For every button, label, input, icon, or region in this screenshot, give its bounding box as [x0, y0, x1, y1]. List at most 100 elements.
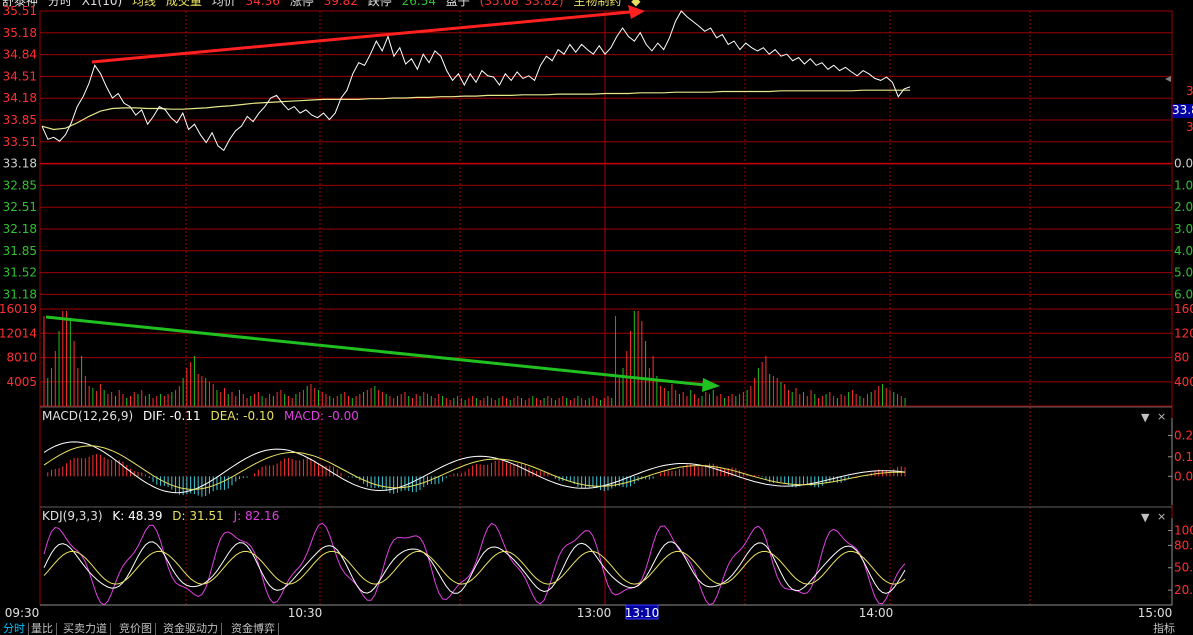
tab-zijinboyi[interactable]: 资金博弈	[228, 623, 279, 635]
price-tick-label: 34.18	[3, 91, 37, 105]
avg-value: 34.36	[245, 0, 280, 8]
pan-label: 盘子	[445, 0, 470, 8]
macd-tick-label: 0.00	[1174, 469, 1193, 483]
chart-mode: 分时	[47, 0, 72, 8]
volume-right-label: 400	[1174, 375, 1193, 389]
kdj-d-line	[43, 550, 906, 585]
limit-up-value: 39.82	[323, 0, 358, 8]
pct-tick-label: 4.01	[1174, 244, 1193, 258]
green-arrow-head	[702, 378, 720, 392]
pan-value2: 33.82)	[524, 0, 564, 8]
time-cursor-box	[625, 604, 659, 620]
tab-jingjia[interactable]: 竞价图	[116, 623, 156, 635]
x-tick-label: 10:30	[288, 606, 323, 620]
right-price-label: 3	[1186, 120, 1193, 134]
x-tick-label: 13:00	[577, 606, 612, 620]
pan-value: (35.08	[479, 0, 519, 8]
limit-down-label: 跌停	[367, 0, 392, 8]
x-tick-label: 15:00	[1138, 606, 1173, 620]
right-price-label: 33.8	[1172, 103, 1193, 117]
price-line	[41, 10, 911, 152]
scale-label: X1(10)	[81, 0, 123, 8]
volume-right-label: 160	[1174, 302, 1193, 316]
indicator-button[interactable]: 指标	[1153, 622, 1175, 635]
price-tick-label: 33.85	[3, 113, 37, 127]
volume-tick-label: 4005	[6, 375, 37, 389]
macd-value: MACD: -0.00	[284, 409, 359, 423]
kdj-k: K: 48.39	[112, 509, 163, 523]
macd-dea-line	[43, 445, 906, 490]
green-trend-arrow	[45, 315, 706, 387]
price-tick-label: 35.18	[3, 26, 37, 40]
kdj-j-line	[43, 522, 906, 606]
kdj-j: J: 82.16	[233, 509, 280, 523]
macd-dea: DEA: -0.10	[210, 409, 275, 423]
x-tick-label: 09:30	[5, 606, 40, 620]
macd-dif: DIF: -0.11	[142, 409, 201, 423]
price-tick-label: 31.85	[3, 244, 37, 258]
tab-zijinqudong[interactable]: 资金驱动力	[160, 623, 222, 635]
price-tick-label: 32.18	[3, 222, 37, 236]
right-price-label: 3	[1186, 84, 1193, 98]
flag-icon[interactable]: ◆	[631, 0, 641, 8]
pct-tick-label: 5.02	[1174, 266, 1193, 280]
kdj-title: KDJ(9,3,3)	[42, 509, 103, 523]
kdj-tick-label: 50.0	[1174, 561, 1193, 575]
avg-price-line	[41, 89, 910, 131]
price-tick-label: 33.18	[3, 157, 37, 171]
price-marker-icon	[1165, 76, 1171, 82]
x-tick-label: 13:10	[625, 606, 660, 620]
tab-liangbi[interactable]: 量比	[28, 623, 57, 635]
limit-down-value: 26.54	[401, 0, 436, 8]
macd-tick-label: 0.23	[1174, 428, 1193, 442]
kdj-legend: KDJ(9,3,3) K: 48.39 D: 31.51 J: 82.16	[42, 509, 285, 523]
kdj-tick-label: 20.0	[1174, 583, 1193, 597]
price-tick-label: 32.85	[3, 178, 37, 192]
volume-right-label: 80	[1174, 351, 1189, 365]
macd-dif-line	[43, 441, 906, 494]
pct-tick-label: 3.01	[1174, 222, 1193, 236]
red-trend-arrow	[91, 10, 631, 64]
macd-legend: MACD(12,26,9) DIF: -0.11 DEA: -0.10 MACD…	[42, 409, 365, 423]
close-icon[interactable]: ×	[1157, 510, 1167, 523]
price-tick-label: 35.51	[3, 4, 37, 18]
price-tick-label: 31.52	[3, 266, 37, 280]
pct-tick-label: 2.01	[1174, 200, 1193, 214]
macd-title: MACD(12,26,9)	[42, 409, 134, 423]
volume-right-label: 120	[1174, 326, 1193, 340]
price-tick-label: 32.51	[3, 200, 37, 214]
price-tick-label: 34.51	[3, 69, 37, 83]
bottom-tab-bar: 分时 量比 买卖力道 竞价图 资金驱动力 资金博弈 指标	[0, 623, 1193, 635]
ma-label: 均线	[132, 0, 157, 8]
close-icon[interactable]: ×	[1157, 410, 1167, 423]
vol-label: 成交量	[165, 0, 202, 8]
sector-label[interactable]: 生物制药	[573, 0, 622, 8]
volume-tick-label: 8010	[6, 351, 37, 365]
avg-label: 均价	[211, 0, 236, 8]
pct-tick-label: 0.00	[1174, 157, 1193, 171]
limit-up-label: 涨停	[289, 0, 314, 8]
volume-tick-label: 12014	[0, 326, 37, 340]
red-arrow-head	[628, 5, 645, 19]
price-tick-label: 34.84	[3, 48, 37, 62]
pct-tick-label: 1.00	[1174, 178, 1193, 192]
price-tick-label: 31.18	[3, 287, 37, 301]
x-tick-label: 14:00	[859, 606, 894, 620]
kdj-tick-label: 80.0	[1174, 538, 1193, 552]
price-tick-label: 33.51	[3, 135, 37, 149]
volume-tick-label: 16019	[0, 302, 37, 316]
pct-tick-label: 6.02	[1174, 287, 1193, 301]
kdj-d: D: 31.51	[172, 509, 224, 523]
chevron-down-icon[interactable]: ▼	[1141, 511, 1150, 524]
kdj-tick-label: 100	[1174, 523, 1193, 537]
kdj-k-line	[43, 541, 906, 594]
chevron-down-icon[interactable]: ▼	[1141, 411, 1150, 424]
macd-tick-label: 0.11	[1174, 450, 1193, 464]
stock-name: 舒泰神	[2, 0, 39, 8]
header-bar: 舒泰神 分时 X1(10) 均线 成交量 均价 34.36 涨停 39.82 跌…	[2, 0, 646, 8]
tab-fenshi[interactable]: 分时	[0, 623, 29, 635]
current-price-box	[1171, 104, 1193, 118]
tab-maimai[interactable]: 买卖力道	[60, 623, 111, 635]
